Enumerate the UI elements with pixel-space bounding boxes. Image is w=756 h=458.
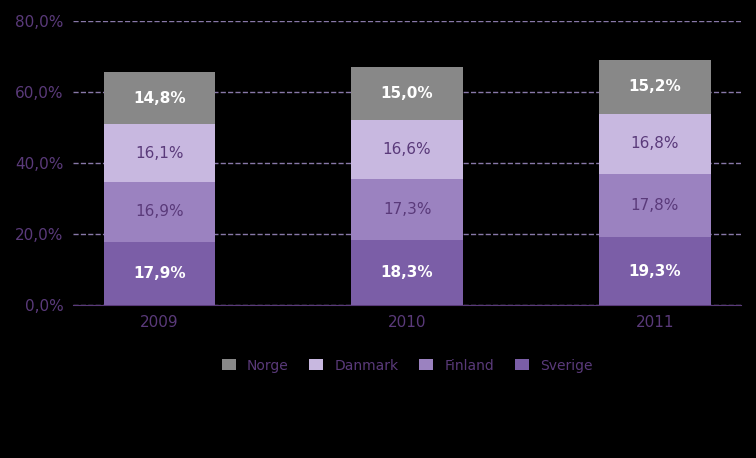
Bar [352, 120, 463, 179]
Text: 17,3%: 17,3% [383, 202, 432, 217]
Text: 15,2%: 15,2% [628, 79, 681, 94]
Text: 16,1%: 16,1% [135, 146, 184, 161]
Text: 16,9%: 16,9% [135, 204, 184, 219]
Text: 19,3%: 19,3% [628, 264, 681, 278]
Text: 14,8%: 14,8% [133, 91, 186, 106]
Text: 16,6%: 16,6% [383, 142, 432, 157]
Bar [352, 66, 463, 120]
Bar [352, 179, 463, 240]
Bar [600, 237, 711, 305]
Bar [104, 72, 215, 125]
Text: 18,3%: 18,3% [381, 265, 433, 280]
Text: 17,9%: 17,9% [133, 266, 186, 281]
Text: 15,0%: 15,0% [381, 86, 433, 101]
Bar [104, 242, 215, 305]
Text: 17,8%: 17,8% [631, 198, 679, 213]
Bar [600, 174, 711, 237]
Bar [352, 240, 463, 305]
Bar [104, 125, 215, 182]
Bar [104, 182, 215, 242]
Legend: Norge, Danmark, Finland, Sverige: Norge, Danmark, Finland, Sverige [216, 353, 598, 378]
Bar [600, 114, 711, 174]
Text: 16,8%: 16,8% [631, 136, 679, 151]
Bar [600, 60, 711, 114]
